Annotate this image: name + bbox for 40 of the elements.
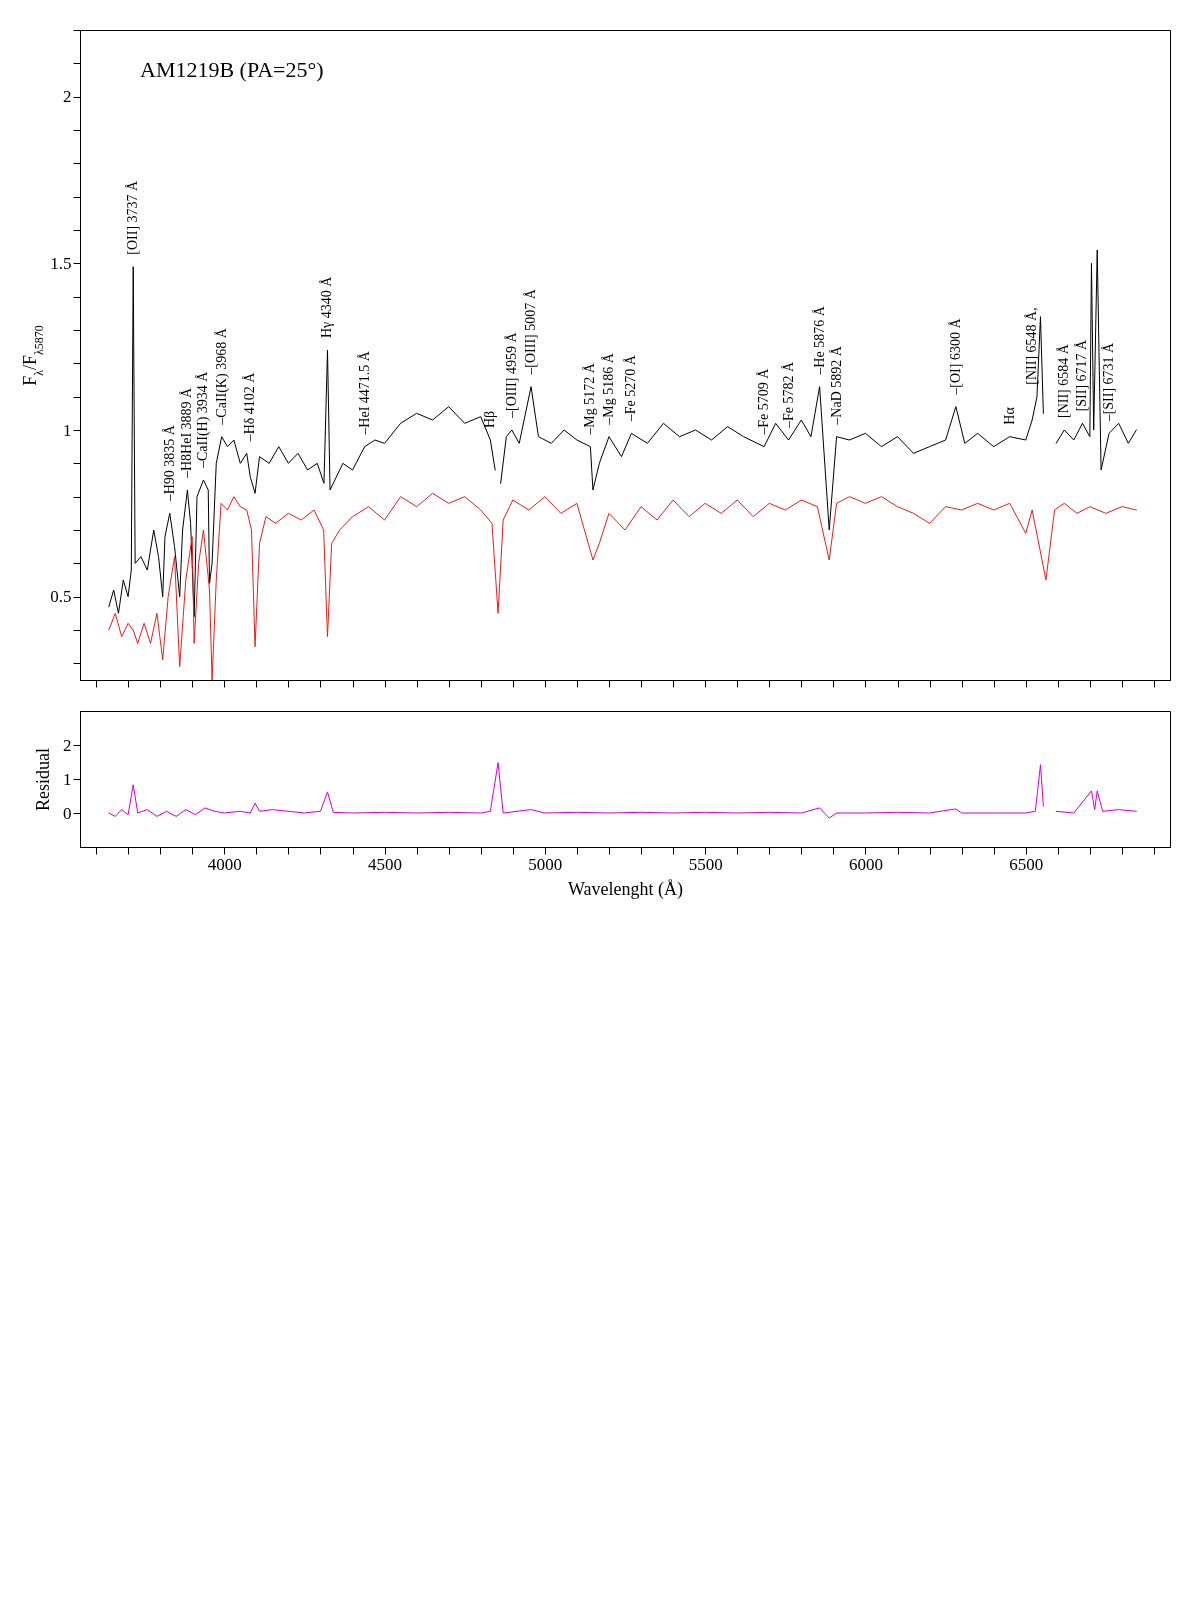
annotation: –[OIII] 4959 Å <box>503 331 519 419</box>
annotation: –[OI] 6300 Å <box>947 317 963 396</box>
annotation: –HeI 4471.5 Å <box>356 350 372 436</box>
annotation: –Mg 5186 Å <box>600 352 616 426</box>
annotation: –CaII(K) 3968 Å <box>213 327 230 426</box>
y-tick-label: 1 <box>63 420 72 440</box>
annotation: –CaII(H) 3934 Å <box>195 370 212 469</box>
annotation: –Hδ 4102 Å <box>242 371 258 443</box>
annotation: [SII] 6717 Å <box>1074 338 1090 412</box>
x-tick-label: 5000 <box>528 854 563 874</box>
x-tick-label: 5500 <box>688 854 723 874</box>
x-tick-label: 6500 <box>1009 854 1044 874</box>
annotation: AM1219B (PA=25°) <box>140 57 324 82</box>
annotation: –[OIII] 5007 Å <box>523 288 539 376</box>
y-axis-title: Residual <box>33 748 53 811</box>
y-tick-label: 0.5 <box>50 587 72 607</box>
annotation: –Fe 5782 Å <box>780 361 796 429</box>
annotation: –He 5876 Å <box>811 305 827 376</box>
annotation: Hα <box>1001 406 1017 425</box>
y-tick-label: 1 <box>63 769 72 789</box>
x-axis-title: Wavelenght (Å) <box>567 878 684 900</box>
y-tick-label: 0 <box>63 803 72 823</box>
annotation: –H8HeI 3889 Å <box>179 386 195 479</box>
x-tick-label: 4500 <box>368 854 403 874</box>
annotation: Hγ 4340 Å <box>319 275 335 338</box>
annotation: [NII] 6584 Å <box>1056 343 1072 418</box>
annotation: –H90 3835 Å <box>161 424 177 503</box>
x-tick-label: 4000 <box>207 854 242 874</box>
y-tick-label: 2 <box>63 87 72 107</box>
annotation: –[SII] 6731 Å <box>1101 341 1117 423</box>
annotation: Hβ <box>482 410 498 428</box>
annotation: –NaD 5892 Å <box>828 345 844 426</box>
y-tick-label: 2 <box>63 735 72 755</box>
annotation: [NII] 6548 Å, <box>1024 307 1040 385</box>
annotation: –Fe 5709 Å <box>756 367 772 436</box>
annotation: –Fe 5270 Å <box>623 354 639 423</box>
x-tick-label: 6000 <box>848 854 883 874</box>
annotation: [OII] 3737 Å <box>125 179 141 255</box>
y-tick-label: 1.5 <box>50 253 72 273</box>
annotation: –Mg 5172 Å <box>582 362 598 436</box>
